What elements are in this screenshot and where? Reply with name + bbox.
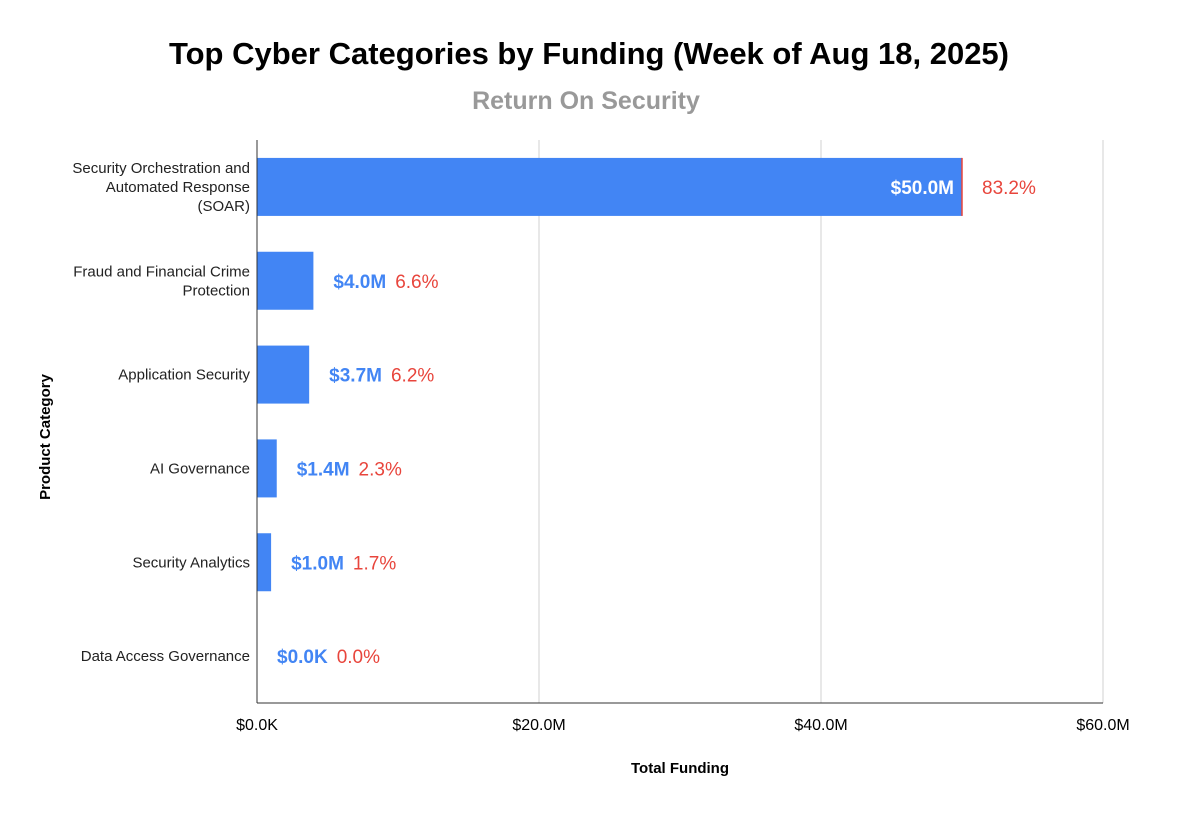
bar — [257, 157, 962, 216]
axes: $0.0K $20.0M $40.0M $60.0M — [236, 140, 1130, 734]
x-tick-label: $0.0K — [236, 717, 278, 734]
category-label: Data Access Governance — [81, 648, 250, 665]
value-label: $3.7M — [329, 366, 382, 387]
x-axis-title: Total Funding — [631, 760, 729, 777]
category-label: Security Orchestration and — [72, 160, 250, 177]
category-label: (SOAR) — [198, 198, 251, 215]
y-axis-title: Product Category — [37, 373, 54, 500]
category-label: Automated Response — [106, 179, 250, 196]
bar — [257, 533, 272, 592]
value-label: $1.0M — [291, 553, 344, 574]
x-tick-label: $20.0M — [512, 717, 565, 734]
value-label: $4.0M — [333, 272, 386, 293]
bar — [257, 439, 277, 498]
value-label: $1.4M — [297, 459, 350, 480]
chart-subtitle: Return On Security — [472, 87, 700, 115]
x-tick-label: $40.0M — [794, 717, 847, 734]
percent-label: 1.7% — [353, 553, 396, 574]
category-label: Security Analytics — [132, 554, 250, 571]
category-label: Application Security — [118, 367, 250, 384]
percent-label: 6.2% — [391, 366, 434, 387]
category-label: AI Governance — [150, 460, 250, 477]
percent-label: 2.3% — [359, 459, 402, 480]
data-labels: Security Orchestration and Automated Resp… — [72, 160, 1036, 668]
bar — [257, 251, 314, 310]
percent-label: 83.2% — [982, 178, 1036, 199]
percent-label: 0.0% — [337, 647, 380, 668]
chart-title: Top Cyber Categories by Funding (Week of… — [168, 36, 1009, 71]
value-label: $50.0M — [891, 178, 954, 199]
bar — [257, 345, 310, 404]
gridlines — [538, 140, 1104, 703]
percent-label: 6.6% — [395, 272, 438, 293]
x-tick-label: $60.0M — [1076, 717, 1129, 734]
value-label: $0.0K — [277, 647, 328, 668]
category-label: Fraud and Financial Crime — [73, 263, 250, 280]
category-label: Protection — [182, 282, 250, 299]
bars — [257, 157, 963, 592]
